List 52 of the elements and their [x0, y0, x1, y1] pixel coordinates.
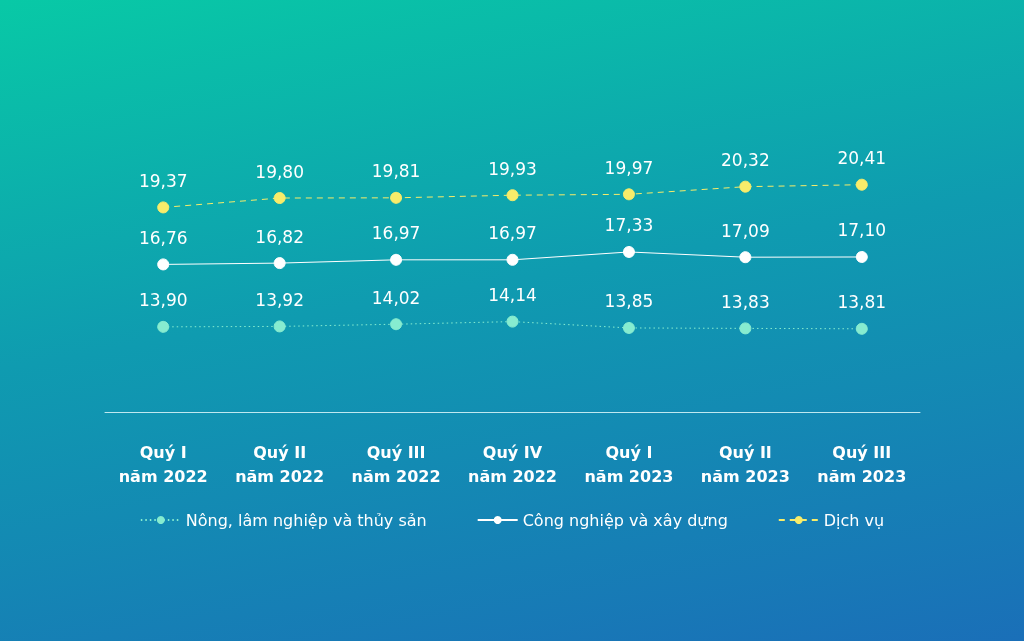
data-label: 20,41 — [837, 148, 887, 169]
data-label: 17,33 — [604, 215, 654, 236]
data-label: 16,97 — [371, 223, 421, 244]
data-label: 14,02 — [371, 287, 421, 308]
point — [622, 245, 635, 258]
point — [506, 315, 519, 328]
point — [622, 321, 635, 334]
data-label: 17,09 — [721, 220, 770, 241]
point — [739, 322, 752, 335]
data-label: 20,32 — [721, 150, 770, 171]
data-label: 14,14 — [488, 285, 537, 306]
data-label: 17,10 — [837, 220, 887, 241]
data-label: 13,81 — [837, 292, 887, 313]
data-label: 19,93 — [488, 158, 537, 179]
point — [273, 320, 286, 333]
data-label: 19,80 — [255, 161, 304, 182]
x-tick-label: Quý I năm 2022 — [118, 442, 208, 486]
point — [855, 322, 868, 335]
x-tick-label: Quý II năm 2022 — [235, 442, 325, 486]
point — [157, 320, 170, 333]
data-label: 16,76 — [138, 227, 188, 248]
point — [855, 250, 868, 263]
x-tick-label: Quý I năm 2023 — [584, 442, 674, 486]
data-label: 16,97 — [488, 223, 537, 244]
data-label: 13,83 — [721, 291, 770, 312]
data-label: 13,90 — [138, 290, 188, 311]
point — [622, 188, 635, 201]
point — [157, 201, 170, 214]
data-label: 19,81 — [371, 161, 421, 182]
point — [273, 192, 286, 205]
data-label: 13,85 — [604, 291, 654, 312]
point — [506, 253, 519, 266]
point — [739, 251, 752, 264]
point — [390, 318, 403, 331]
point — [273, 257, 286, 270]
data-label: 16,82 — [255, 226, 304, 247]
point — [157, 258, 170, 271]
data-label: 13,92 — [255, 289, 304, 310]
point — [506, 189, 519, 202]
point — [390, 253, 403, 266]
point — [855, 178, 868, 191]
legend-label: Công nghiệp và xây dựng — [522, 510, 728, 530]
x-tick-label: Quý III năm 2023 — [817, 442, 907, 486]
data-label: 19,97 — [604, 157, 654, 178]
data-label: 19,37 — [138, 170, 188, 191]
point — [390, 191, 403, 204]
x-tick-label: Quý II năm 2023 — [700, 442, 790, 486]
legend-label: Dịch vụ — [823, 510, 885, 530]
point — [739, 180, 752, 193]
x-tick-label: Quý IV năm 2022 — [468, 442, 557, 486]
x-tick-label: Quý III năm 2022 — [351, 442, 441, 486]
legend-label: Nông, lâm nghiệp và thủy sản — [185, 510, 427, 530]
